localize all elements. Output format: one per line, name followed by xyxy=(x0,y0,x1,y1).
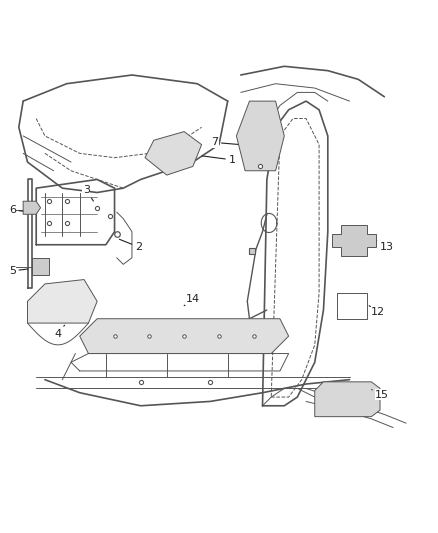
Polygon shape xyxy=(145,132,201,175)
Text: 13: 13 xyxy=(376,240,394,252)
Polygon shape xyxy=(80,319,289,353)
Polygon shape xyxy=(315,382,380,417)
Text: 5: 5 xyxy=(9,266,28,276)
Text: 3: 3 xyxy=(83,185,93,201)
Text: 6: 6 xyxy=(9,205,28,215)
Text: 4: 4 xyxy=(54,325,64,339)
Polygon shape xyxy=(32,258,49,275)
Polygon shape xyxy=(237,101,284,171)
Text: 15: 15 xyxy=(371,390,389,400)
Text: 7: 7 xyxy=(211,138,238,148)
Text: 14: 14 xyxy=(184,294,200,305)
Polygon shape xyxy=(332,225,376,256)
Polygon shape xyxy=(28,279,97,323)
Text: 2: 2 xyxy=(119,239,142,252)
Text: 1: 1 xyxy=(202,155,236,165)
Polygon shape xyxy=(23,201,41,214)
Text: 12: 12 xyxy=(369,305,385,317)
